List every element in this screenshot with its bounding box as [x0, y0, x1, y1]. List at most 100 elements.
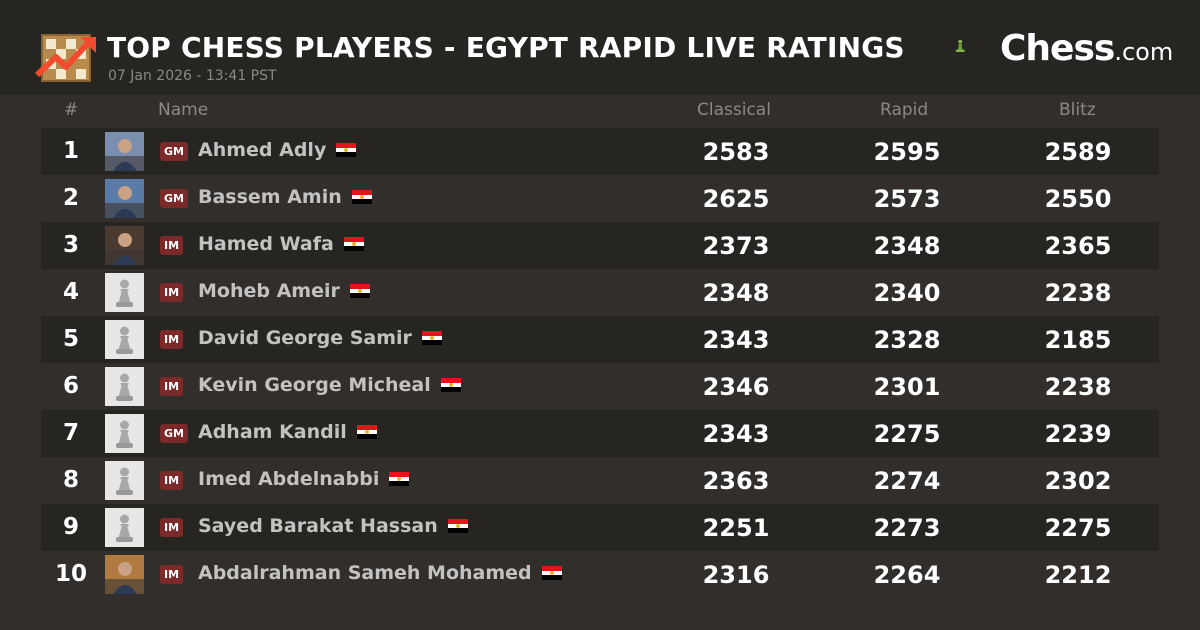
title-badge: IM: [160, 565, 184, 584]
rapid-rating: 2301: [873, 373, 941, 401]
rapid-rating: 2348: [873, 232, 941, 260]
default-pawn-avatar-icon: [105, 414, 144, 453]
classical-rating: 2316: [702, 561, 770, 589]
avatar[interactable]: [105, 508, 144, 547]
table-row[interactable]: 4 IM Moheb Ameir 2348 2340 2238: [41, 269, 1159, 316]
player-rank: 10: [54, 561, 87, 587]
player-name[interactable]: Abdalrahman Sameh Mohamed: [198, 562, 532, 584]
table-row[interactable]: 10 IM Abdalrahman Sameh Mohamed 2316 226…: [41, 551, 1159, 598]
egypt-flag-icon: [349, 284, 370, 298]
title-badge: IM: [160, 518, 184, 537]
blitz-rating: 2212: [1044, 561, 1112, 589]
header-bar: TOP CHESS PLAYERS - EGYPT RAPID LIVE RAT…: [0, 0, 1200, 95]
table-row[interactable]: 5 IM David George Samir 2343 2328 2185: [41, 316, 1159, 363]
avatar[interactable]: [105, 226, 144, 265]
rapid-rating: 2573: [873, 185, 941, 213]
player-rank: 2: [62, 185, 79, 211]
default-pawn-avatar-icon: [105, 367, 144, 406]
egypt-flag-icon: [343, 237, 364, 251]
rapid-rating: 2340: [873, 279, 941, 307]
blitz-rating: 2238: [1044, 279, 1112, 307]
title-badge: GM: [160, 142, 188, 161]
table-row[interactable]: 9 IM Sayed Barakat Hassan 2251 2273 2275: [41, 504, 1159, 551]
classical-rating: 2348: [702, 279, 770, 307]
avatar[interactable]: [105, 367, 144, 406]
avatar[interactable]: [105, 179, 144, 218]
table-row[interactable]: 6 IM Kevin George Micheal 2346 2301 2238: [41, 363, 1159, 410]
column-header-rapid: Rapid: [880, 100, 929, 120]
default-pawn-avatar-icon: [105, 320, 144, 359]
rapid-rating: 2595: [873, 138, 941, 166]
player-rank: 4: [62, 279, 79, 305]
classical-rating: 2583: [702, 138, 770, 166]
avatar[interactable]: [105, 414, 144, 453]
blitz-rating: 2275: [1044, 514, 1112, 542]
table-row[interactable]: 7 GM Adham Kandil 2343 2275 2239: [41, 410, 1159, 457]
table-row[interactable]: 1 GM Ahmed Adly 2583 2595 2589: [41, 128, 1159, 175]
blitz-rating: 2238: [1044, 373, 1112, 401]
player-name[interactable]: Ahmed Adly: [198, 139, 327, 161]
blitz-rating: 2365: [1044, 232, 1112, 260]
rapid-rating: 2275: [873, 420, 941, 448]
egypt-flag-icon: [356, 425, 377, 439]
title-badge: IM: [160, 283, 184, 302]
title-badge: IM: [160, 471, 184, 490]
page-title: TOP CHESS PLAYERS - EGYPT RAPID LIVE RAT…: [107, 31, 905, 64]
classical-rating: 2373: [702, 232, 770, 260]
player-rank: 7: [62, 420, 79, 446]
avatar[interactable]: [105, 555, 144, 594]
rapid-rating: 2273: [873, 514, 941, 542]
player-name[interactable]: Kevin George Micheal: [198, 374, 431, 396]
green-pawn-icon: [955, 39, 965, 52]
default-pawn-avatar-icon: [105, 461, 144, 500]
timestamp: 07 Jan 2026 - 13:41 PST: [108, 68, 277, 84]
title-badge: GM: [160, 189, 188, 208]
player-rank: 8: [62, 467, 79, 493]
table-row[interactable]: 3 IM Hamed Wafa 2373 2348 2365: [41, 222, 1159, 269]
chess-com-logo[interactable]: Chess.com: [1000, 28, 1174, 69]
egypt-flag-icon: [447, 519, 468, 533]
default-pawn-avatar-icon: [105, 273, 144, 312]
player-name[interactable]: Bassem Amin: [198, 186, 342, 208]
blitz-rating: 2589: [1044, 138, 1112, 166]
classical-rating: 2625: [702, 185, 770, 213]
rapid-rating: 2274: [873, 467, 941, 495]
player-name[interactable]: David George Samir: [198, 327, 412, 349]
egypt-flag-icon: [351, 190, 372, 204]
player-photo: [105, 132, 144, 171]
title-badge: GM: [160, 424, 188, 443]
player-rank: 9: [62, 514, 79, 540]
player-name[interactable]: Hamed Wafa: [198, 233, 334, 255]
player-rank: 1: [62, 138, 79, 164]
player-photo: [105, 555, 144, 594]
title-badge: IM: [160, 377, 184, 396]
blitz-rating: 2239: [1044, 420, 1112, 448]
player-photo: [105, 226, 144, 265]
avatar[interactable]: [105, 273, 144, 312]
player-name[interactable]: Sayed Barakat Hassan: [198, 515, 438, 537]
rapid-rating: 2328: [873, 326, 941, 354]
column-header-name: Name: [158, 100, 209, 120]
column-header-rank: #: [64, 100, 79, 120]
avatar[interactable]: [105, 320, 144, 359]
blitz-rating: 2302: [1044, 467, 1112, 495]
player-rank: 3: [62, 232, 79, 258]
egypt-flag-icon: [440, 378, 461, 392]
table-row[interactable]: 8 IM Imed Abdelnabbi 2363 2274 2302: [41, 457, 1159, 504]
egypt-flag-icon: [336, 143, 357, 157]
egypt-flag-icon: [421, 331, 442, 345]
avatar[interactable]: [105, 132, 144, 171]
player-name[interactable]: Moheb Ameir: [198, 280, 340, 302]
classical-rating: 2343: [702, 326, 770, 354]
classical-rating: 2251: [702, 514, 770, 542]
title-badge: IM: [160, 330, 184, 349]
chessboard-trending-up-icon: [34, 34, 96, 82]
column-header-blitz: Blitz: [1059, 100, 1096, 120]
player-name[interactable]: Imed Abdelnabbi: [198, 468, 380, 490]
player-name[interactable]: Adham Kandil: [198, 421, 347, 443]
blitz-rating: 2550: [1044, 185, 1112, 213]
avatar[interactable]: [105, 461, 144, 500]
player-rank: 6: [62, 373, 79, 399]
classical-rating: 2343: [702, 420, 770, 448]
table-row[interactable]: 2 GM Bassem Amin 2625 2573 2550: [41, 175, 1159, 222]
